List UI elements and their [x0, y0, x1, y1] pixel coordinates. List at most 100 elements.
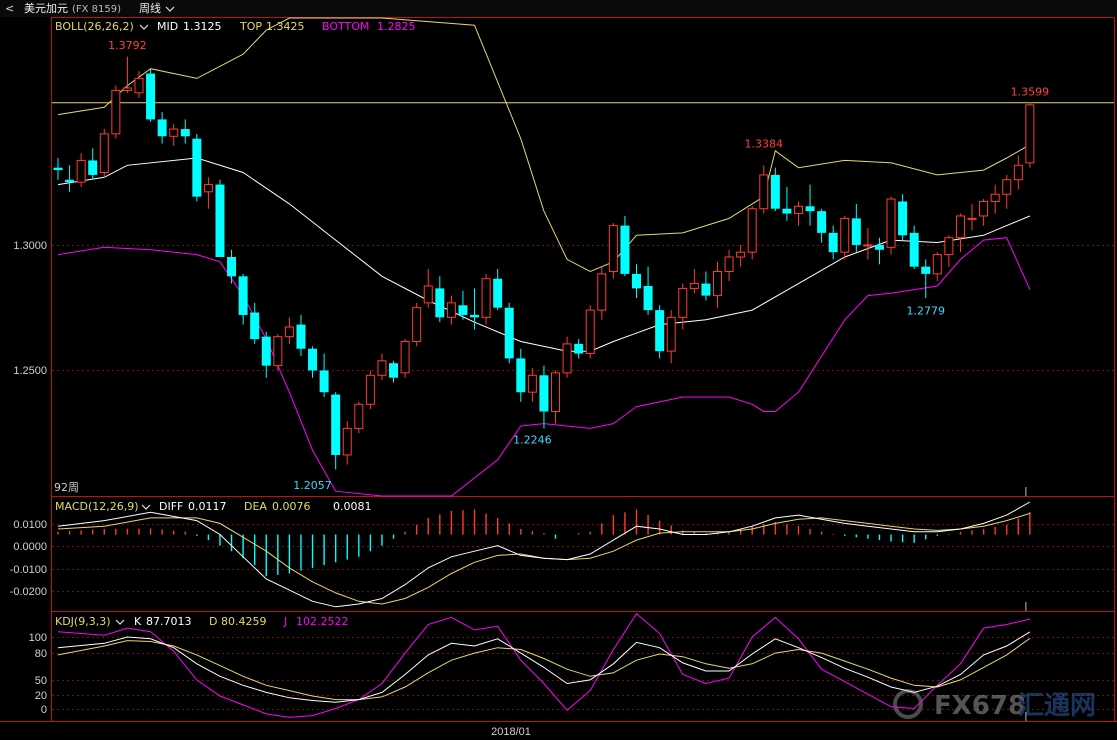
chevron-down-icon[interactable] [165, 6, 175, 12]
candle-body [365, 374, 375, 405]
candle [608, 223, 618, 279]
candle-body [955, 215, 965, 239]
back-arrow-icon[interactable]: < [5, 2, 14, 15]
candle [551, 370, 561, 424]
kdj-tick: 100 [29, 632, 47, 644]
candle [909, 225, 919, 270]
macd-tick: -0.0200 [10, 586, 47, 598]
candle [504, 302, 514, 364]
instrument-name: 美元加元 [24, 2, 68, 15]
boll-mid-line [57, 157, 1031, 352]
candle-body [319, 370, 329, 393]
candle-body [759, 174, 769, 210]
chevron-down-icon[interactable] [115, 619, 125, 625]
candle-body [736, 251, 746, 258]
candle-body [793, 205, 803, 215]
candle-body [805, 206, 815, 212]
candle-body [724, 256, 734, 272]
candle-body [585, 309, 595, 355]
candle [886, 196, 896, 255]
candle-body [215, 184, 225, 257]
price-annotation: 1.3599 [1011, 86, 1050, 99]
candle-body [597, 273, 607, 311]
candle-body [608, 225, 618, 272]
candle [169, 124, 179, 146]
period-selector[interactable]: 周线 [139, 1, 161, 15]
chevron-down-icon[interactable] [139, 24, 149, 30]
title-bar: < 美元加元 (FX 8159) 周线 [0, 0, 1117, 17]
candle-body [435, 288, 445, 318]
boll-top-label: TOP [239, 20, 262, 33]
candle [620, 215, 630, 277]
price-tick: 1.2500 [13, 365, 47, 377]
candle-body [111, 89, 121, 135]
candle [284, 317, 294, 344]
candle [146, 68, 156, 122]
watermark-brand: FX678 [934, 691, 1026, 721]
candle [874, 237, 884, 265]
candle [1013, 155, 1023, 190]
candle-body [712, 270, 722, 297]
candle-body [273, 336, 283, 367]
candle [747, 206, 757, 260]
candle [493, 269, 503, 311]
candle-body [99, 133, 109, 174]
candle-body [886, 198, 896, 248]
macd-value: 0.0081 [333, 500, 372, 513]
candle [712, 261, 722, 308]
candle-body [1025, 104, 1035, 164]
candle [782, 186, 792, 221]
kdj-k-label: K [134, 615, 142, 628]
candles [53, 56, 1035, 470]
candle-body [747, 208, 757, 253]
candle-body [134, 77, 144, 94]
candle [111, 85, 121, 139]
macd-diff-value: 0.0117 [188, 500, 227, 513]
candle-body [169, 128, 179, 137]
candle-body [620, 225, 630, 274]
candle-body [863, 244, 873, 247]
candle [250, 302, 260, 344]
kdj-indicator-label[interactable]: KDJ(9,3,3) [55, 615, 111, 628]
kdj-series [57, 487, 1031, 721]
macd-indicator-label[interactable]: MACD(12,26,9) [55, 500, 139, 513]
candle [308, 346, 318, 378]
candle [227, 249, 237, 284]
candle [76, 153, 86, 187]
candle-body [192, 138, 202, 197]
chevron-down-icon[interactable] [141, 504, 151, 510]
macd-diff-label: DIFF [159, 500, 183, 513]
candle-body [932, 254, 942, 275]
candle [238, 273, 248, 325]
candle-body [898, 201, 908, 236]
candle [527, 368, 537, 402]
candle-body [377, 360, 387, 376]
macd-tick: 0.0000 [13, 541, 47, 553]
gridlines [52, 245, 1114, 710]
candle [979, 199, 989, 226]
candle [574, 339, 584, 359]
candle-body [65, 179, 75, 183]
kdj-j-line [57, 613, 1031, 718]
candle-body [944, 237, 954, 256]
candle [689, 269, 699, 294]
candle-body [874, 244, 884, 250]
kdj-header: KDJ(9,3,3) K 87.7013 D 80.4259 J 102.252… [55, 615, 349, 628]
candle [53, 158, 63, 180]
candle [759, 165, 769, 214]
boll-bottom-label: BOTTOM [322, 20, 369, 33]
macd-header: MACD(12,26,9) DIFF 0.0117 DEA 0.0076 0.0… [55, 500, 372, 513]
candle [423, 269, 433, 308]
candle-body [227, 257, 237, 277]
candle-body [967, 217, 977, 220]
candle-body [840, 217, 850, 253]
candle [65, 165, 75, 192]
candle-body [828, 232, 838, 253]
candle [955, 213, 965, 253]
candle-body [446, 302, 456, 318]
candle [458, 290, 468, 320]
candle-body [458, 305, 468, 315]
candle [851, 203, 861, 253]
boll-indicator-label[interactable]: BOLL(26,26,2) [55, 20, 134, 33]
price-tick: 1.3000 [13, 240, 47, 252]
